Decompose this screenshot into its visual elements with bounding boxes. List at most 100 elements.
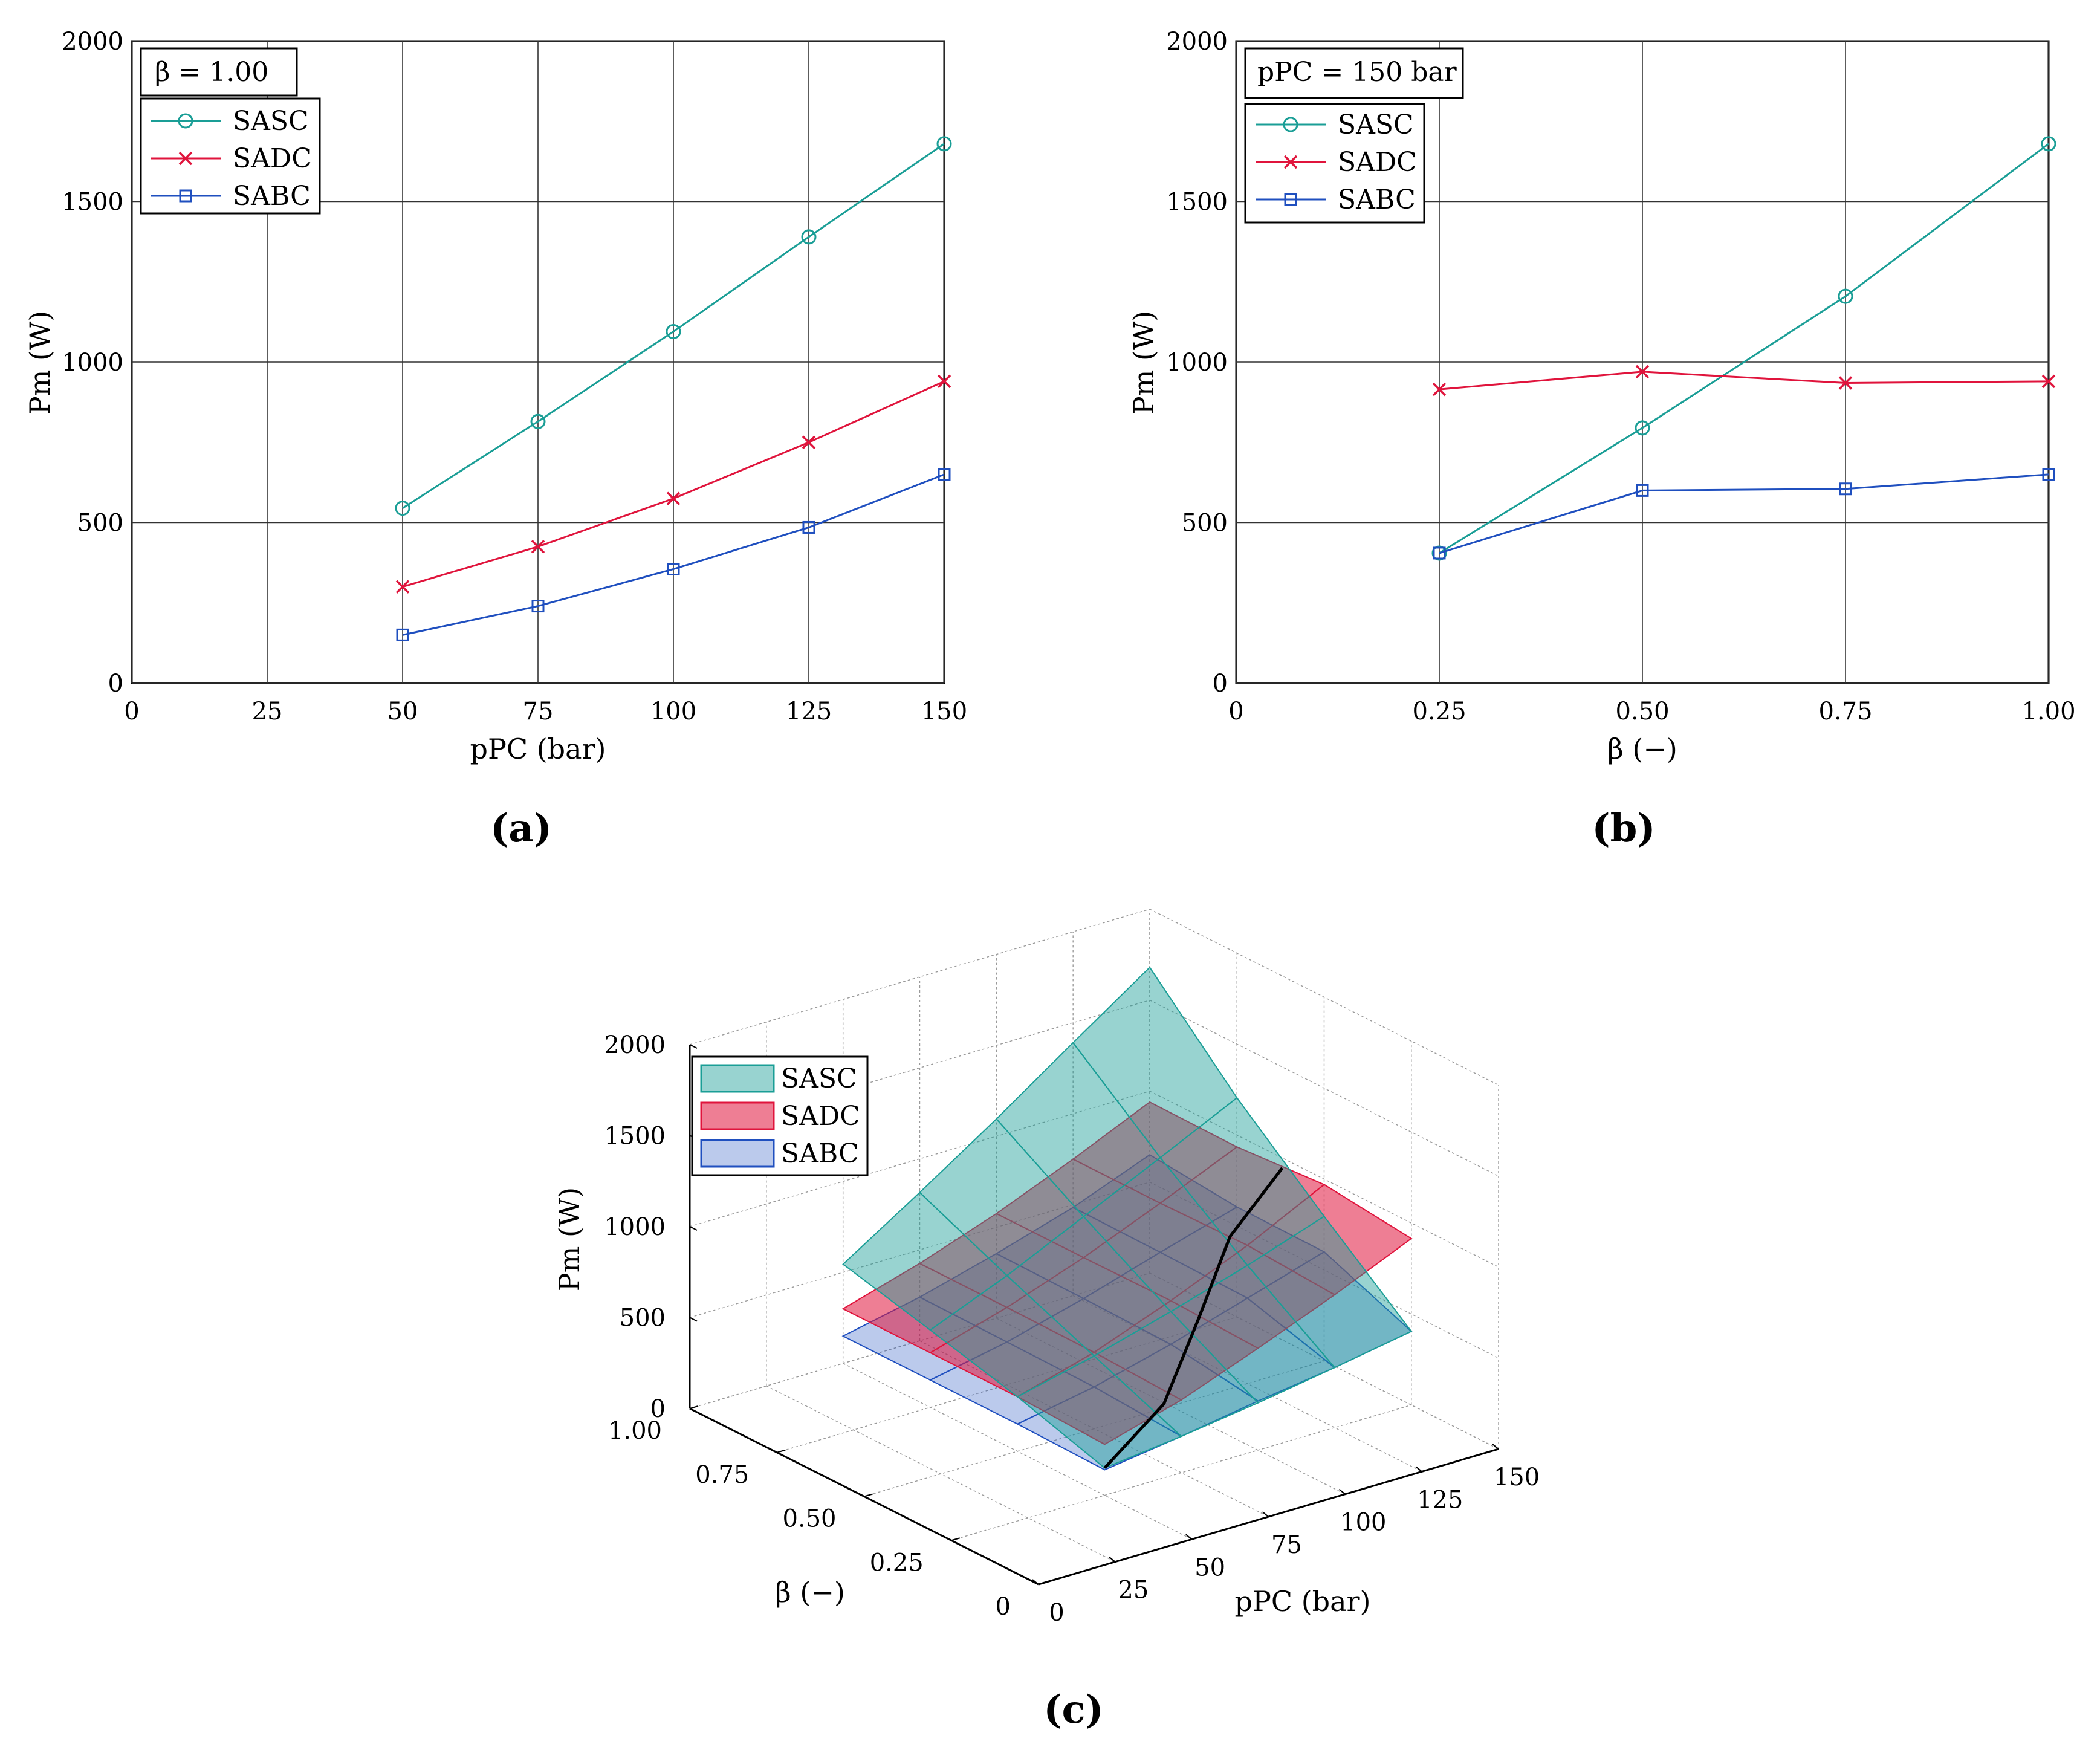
- data-point-sadc: [802, 435, 816, 449]
- panel-label-c: (c): [1043, 1687, 1104, 1733]
- p-tick-label: 125: [1417, 1486, 1463, 1514]
- series-line-sasc: [1439, 143, 2049, 554]
- p-tick: [1032, 1579, 1039, 1585]
- data-point-sasc: [395, 501, 410, 516]
- legend-marker-sabc: [1284, 193, 1297, 206]
- p-tick-label: 0: [1049, 1599, 1064, 1627]
- x-tick-label: 150: [921, 698, 967, 725]
- beta-tick-label: 0.25: [870, 1549, 924, 1577]
- panel-label-b: (b): [1592, 806, 1655, 851]
- legend-marker-sadc: [1283, 155, 1298, 169]
- x-tick-label: 125: [786, 698, 832, 725]
- data-point-sadc: [531, 540, 545, 554]
- data-point-sadc-stroke2: [2041, 374, 2056, 389]
- y-axis-label-a: Pm (W): [24, 311, 56, 415]
- y-ticks-a: 0 500 1000 1500 2000: [62, 28, 123, 698]
- legend-items-a: SASC SADC SABC: [151, 106, 312, 212]
- y-tick-label: 1000: [1166, 349, 1228, 377]
- legend-label-sadc: SADC: [1338, 147, 1417, 178]
- y-tick-label: 2000: [1166, 28, 1228, 56]
- beta-tick: [689, 1405, 699, 1409]
- beta-tick: [1038, 1581, 1048, 1585]
- x-axis-label-a: pPC (bar): [470, 733, 606, 765]
- legend-label-sabc: SABC: [781, 1138, 859, 1169]
- data-point-sabc: [2042, 468, 2055, 481]
- z-tick: [689, 1317, 698, 1322]
- data-point-sadc: [2041, 374, 2056, 389]
- series-a: [395, 136, 952, 641]
- data-point-sabc: [396, 628, 409, 641]
- data-point-sadc-stroke2: [1432, 382, 1447, 397]
- panel-label-a: (a): [490, 806, 552, 851]
- legend-marker-sadc: [178, 151, 193, 166]
- legend-items-b: SASC SADC SABC: [1256, 109, 1417, 215]
- data-point-sadc-stroke2: [1838, 376, 1853, 390]
- series-line-sadc: [1439, 371, 2049, 391]
- legend-marker-sadc-stroke2: [1283, 155, 1298, 169]
- data-point-sasc: [1431, 545, 1447, 561]
- data-point-sabc: [531, 600, 545, 613]
- data-point-sadc-stroke2: [1635, 365, 1650, 379]
- y-tick-label: 2000: [62, 28, 123, 56]
- data-point-sasc: [936, 136, 952, 152]
- legend-label-sabc: SABC: [1338, 184, 1416, 215]
- series-line-sasc: [402, 143, 945, 509]
- data-point-sabc: [1839, 482, 1852, 496]
- p-tick: [1185, 1534, 1193, 1540]
- grid-a: [131, 41, 945, 684]
- legend-label-sasc: SASC: [1338, 109, 1414, 140]
- grid-side-horizontal: [1149, 999, 1499, 1177]
- data-point-sabc: [1636, 484, 1649, 497]
- chart-panel-c: 050010001500200000.250.500.751.000255075…: [553, 909, 1540, 1733]
- data-point-sasc: [801, 229, 817, 245]
- data-point-sasc: [1838, 288, 1853, 304]
- legend-marker-sasc: [178, 113, 193, 129]
- legend-marker-sabc: [179, 189, 192, 203]
- legend-label-sasc: SASC: [233, 106, 309, 137]
- p-tick-label: 25: [1118, 1577, 1149, 1604]
- y-tick-label: 0: [108, 670, 123, 698]
- beta-tick: [864, 1493, 873, 1497]
- p-tick-label: 150: [1494, 1464, 1540, 1491]
- data-point-sadc: [1838, 376, 1853, 390]
- x-tick-label: 0.25: [1412, 698, 1466, 725]
- y-tick-label: 1500: [62, 189, 123, 216]
- data-point-sabc: [802, 520, 815, 534]
- beta-tick-label: 0.50: [782, 1505, 836, 1533]
- x-ticks-b: 0 0.25 0.50 0.75 1.00: [1228, 698, 2075, 725]
- legend-label-sadc: SADC: [781, 1101, 860, 1132]
- legend-items-c: SASC SADC SABC: [700, 1063, 860, 1169]
- p-tick-label: 100: [1340, 1509, 1386, 1537]
- series-line-sabc: [1439, 473, 2049, 554]
- series-b: [1431, 136, 2056, 561]
- y-tick-label: 1500: [1166, 189, 1228, 216]
- y-ticks-b: 0 500 1000 1500 2000: [1166, 28, 1228, 698]
- data-point-sadc-stroke2: [937, 374, 951, 389]
- data-point-sadc-stroke2: [395, 580, 410, 594]
- legend-swatch-sasc: [700, 1064, 775, 1093]
- z-tick-label: 500: [620, 1305, 666, 1332]
- surface-patch-sadc: [1246, 1184, 1413, 1296]
- data-point-sasc: [2041, 136, 2056, 152]
- data-point-sasc: [666, 324, 681, 340]
- data-point-sadc-stroke2: [531, 540, 545, 554]
- legend-swatch-sadc: [700, 1101, 775, 1130]
- grid-side-horizontal: [1149, 909, 1499, 1086]
- data-point-sadc: [937, 374, 951, 389]
- legend-label-sadc: SADC: [233, 143, 312, 174]
- z-tick: [689, 1044, 698, 1049]
- data-point-sadc: [666, 491, 681, 505]
- legend-marker-sadc-stroke2: [178, 151, 193, 166]
- data-point-sabc: [1433, 546, 1446, 560]
- beta-tick-label: 1.00: [608, 1417, 662, 1445]
- x-tick-label: 1.00: [2021, 698, 2075, 725]
- x-tick-label: 100: [650, 698, 696, 725]
- p-tick: [1262, 1511, 1269, 1517]
- data-point-sadc: [1635, 365, 1650, 379]
- z-tick-label: 1500: [604, 1123, 666, 1150]
- x-tick-label: 0.50: [1615, 698, 1669, 725]
- p-tick-label: 50: [1194, 1554, 1225, 1581]
- data-point-sasc: [1635, 420, 1650, 436]
- p-axis-label-c: pPC (bar): [1235, 1585, 1371, 1618]
